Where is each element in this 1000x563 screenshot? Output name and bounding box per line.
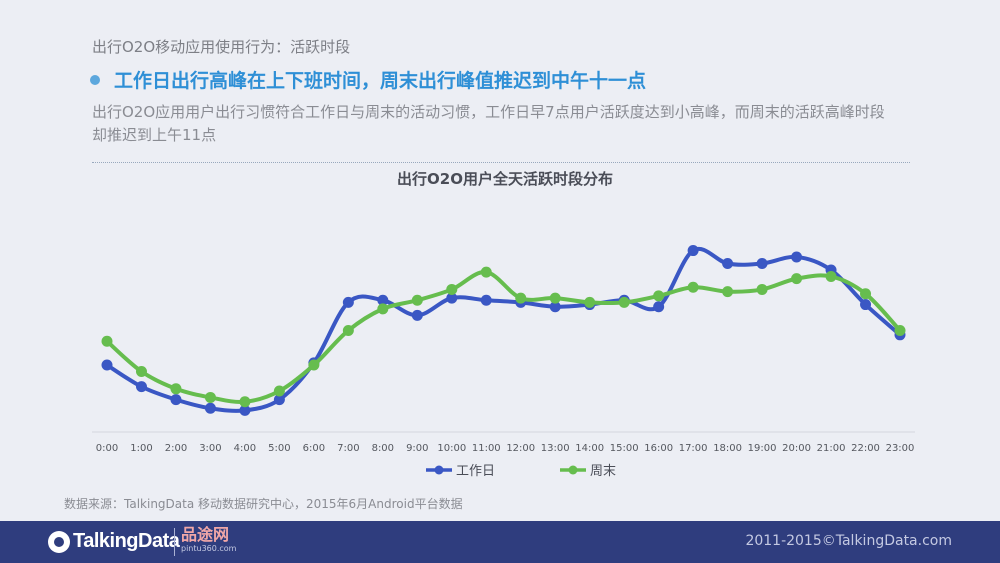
data-point xyxy=(308,359,320,371)
x-tick-label: 22:00 xyxy=(851,443,880,454)
x-tick-label: 12:00 xyxy=(506,443,535,454)
data-point xyxy=(342,324,354,336)
data-point xyxy=(653,301,665,313)
data-point xyxy=(618,296,630,308)
chart-title: 出行O2O用户全天活跃时段分布 xyxy=(397,170,613,188)
data-point xyxy=(411,309,423,321)
data-point xyxy=(860,299,872,311)
data-point xyxy=(653,290,665,302)
data-point xyxy=(687,281,699,293)
data-point xyxy=(239,396,251,408)
data-point xyxy=(687,245,699,257)
x-tick-label: 19:00 xyxy=(748,443,777,454)
data-point xyxy=(446,292,458,304)
x-tick-label: 7:00 xyxy=(337,443,359,454)
logo-text: TalkingData xyxy=(73,530,180,552)
data-point xyxy=(722,286,734,298)
footer-bar: TalkingData 品途网 pintu360.com 2011-2015©T… xyxy=(0,521,1000,563)
data-point xyxy=(480,294,492,306)
series-line xyxy=(105,270,902,404)
x-tick-label: 2:00 xyxy=(165,443,187,454)
data-point xyxy=(101,359,113,371)
x-tick-label: 8:00 xyxy=(372,443,394,454)
x-tick-label: 1:00 xyxy=(130,443,152,454)
data-point xyxy=(791,273,803,285)
logo-separator xyxy=(174,528,175,556)
headline-row: 工作日出行高峰在上下班时间，周末出行峰值推迟到中午十一点 xyxy=(90,66,646,93)
data-point xyxy=(756,283,768,295)
x-tick-label: 18:00 xyxy=(713,443,742,454)
data-point xyxy=(756,258,768,270)
data-point xyxy=(480,266,492,278)
x-tick-label: 14:00 xyxy=(575,443,604,454)
legend-label: 工作日 xyxy=(456,464,495,479)
x-tick-label: 16:00 xyxy=(644,443,673,454)
x-tick-label: 17:00 xyxy=(679,443,708,454)
data-point xyxy=(446,283,458,295)
x-tick-label: 21:00 xyxy=(817,443,846,454)
data-point xyxy=(515,292,527,304)
dotted-divider xyxy=(92,162,910,163)
data-point xyxy=(411,294,423,306)
data-point xyxy=(549,292,561,304)
data-source-note: 数据来源：TalkingData 移动数据研究中心，2015年6月Android… xyxy=(64,497,463,511)
copyright-text: 2011-2015©TalkingData.com xyxy=(745,533,952,549)
legend-marker xyxy=(434,465,444,475)
data-point xyxy=(825,270,837,282)
data-point xyxy=(377,303,389,315)
data-point xyxy=(170,383,182,395)
x-tick-label: 3:00 xyxy=(199,443,221,454)
data-point xyxy=(135,366,147,378)
legend-marker xyxy=(568,465,578,475)
page-headline: 工作日出行高峰在上下班时间，周末出行峰值推迟到中午十一点 xyxy=(114,70,647,92)
data-point xyxy=(273,385,285,397)
x-tick-label: 0:00 xyxy=(96,443,118,454)
x-tick-label: 15:00 xyxy=(610,443,639,454)
x-tick-label: 23:00 xyxy=(886,443,915,454)
x-tick-label: 4:00 xyxy=(234,443,256,454)
description-text: 出行O2O应用用户出行习惯符合工作日与周末的活动习惯，工作日早7点用户活跃度达到… xyxy=(92,103,885,144)
x-tick-label: 9:00 xyxy=(406,443,428,454)
data-point xyxy=(860,288,872,300)
data-point xyxy=(239,404,251,416)
data-point xyxy=(204,402,216,414)
x-tick-label: 6:00 xyxy=(303,443,325,454)
data-point xyxy=(273,394,285,406)
talkingdata-logo: TalkingData xyxy=(48,530,180,553)
x-tick-label: 13:00 xyxy=(541,443,570,454)
x-tick-label: 10:00 xyxy=(437,443,466,454)
partner-logo: 品途网 pintu360.com xyxy=(181,526,236,554)
data-point xyxy=(342,296,354,308)
legend-label: 周末 xyxy=(590,464,616,479)
series-0 xyxy=(101,245,906,416)
series-line xyxy=(105,246,902,413)
data-point xyxy=(722,258,734,270)
data-point xyxy=(791,251,803,263)
activity-line-chart: 出行O2O用户全天活跃时段分布 0:00 1:00 2:00 3:00 4:00 5:00 6… xyxy=(92,170,915,479)
section-label: 出行O2O移动应用使用行为：活跃时段 xyxy=(92,38,351,56)
x-tick-label: 20:00 xyxy=(782,443,811,454)
data-point xyxy=(135,381,147,393)
data-point xyxy=(377,294,389,306)
bullet-dot-icon xyxy=(90,74,100,85)
data-point xyxy=(101,335,113,347)
partner-name: 品途网 xyxy=(181,525,230,544)
data-point xyxy=(584,296,596,308)
data-point xyxy=(204,391,216,403)
partner-url: pintu360.com xyxy=(181,544,237,553)
data-point xyxy=(549,301,561,313)
talkingdata-logo-icon xyxy=(48,530,70,553)
data-point xyxy=(170,394,182,406)
x-tick-label: 5:00 xyxy=(268,443,290,454)
data-point xyxy=(894,324,906,336)
series-1 xyxy=(101,266,906,408)
x-tick-label: 11:00 xyxy=(472,443,501,454)
